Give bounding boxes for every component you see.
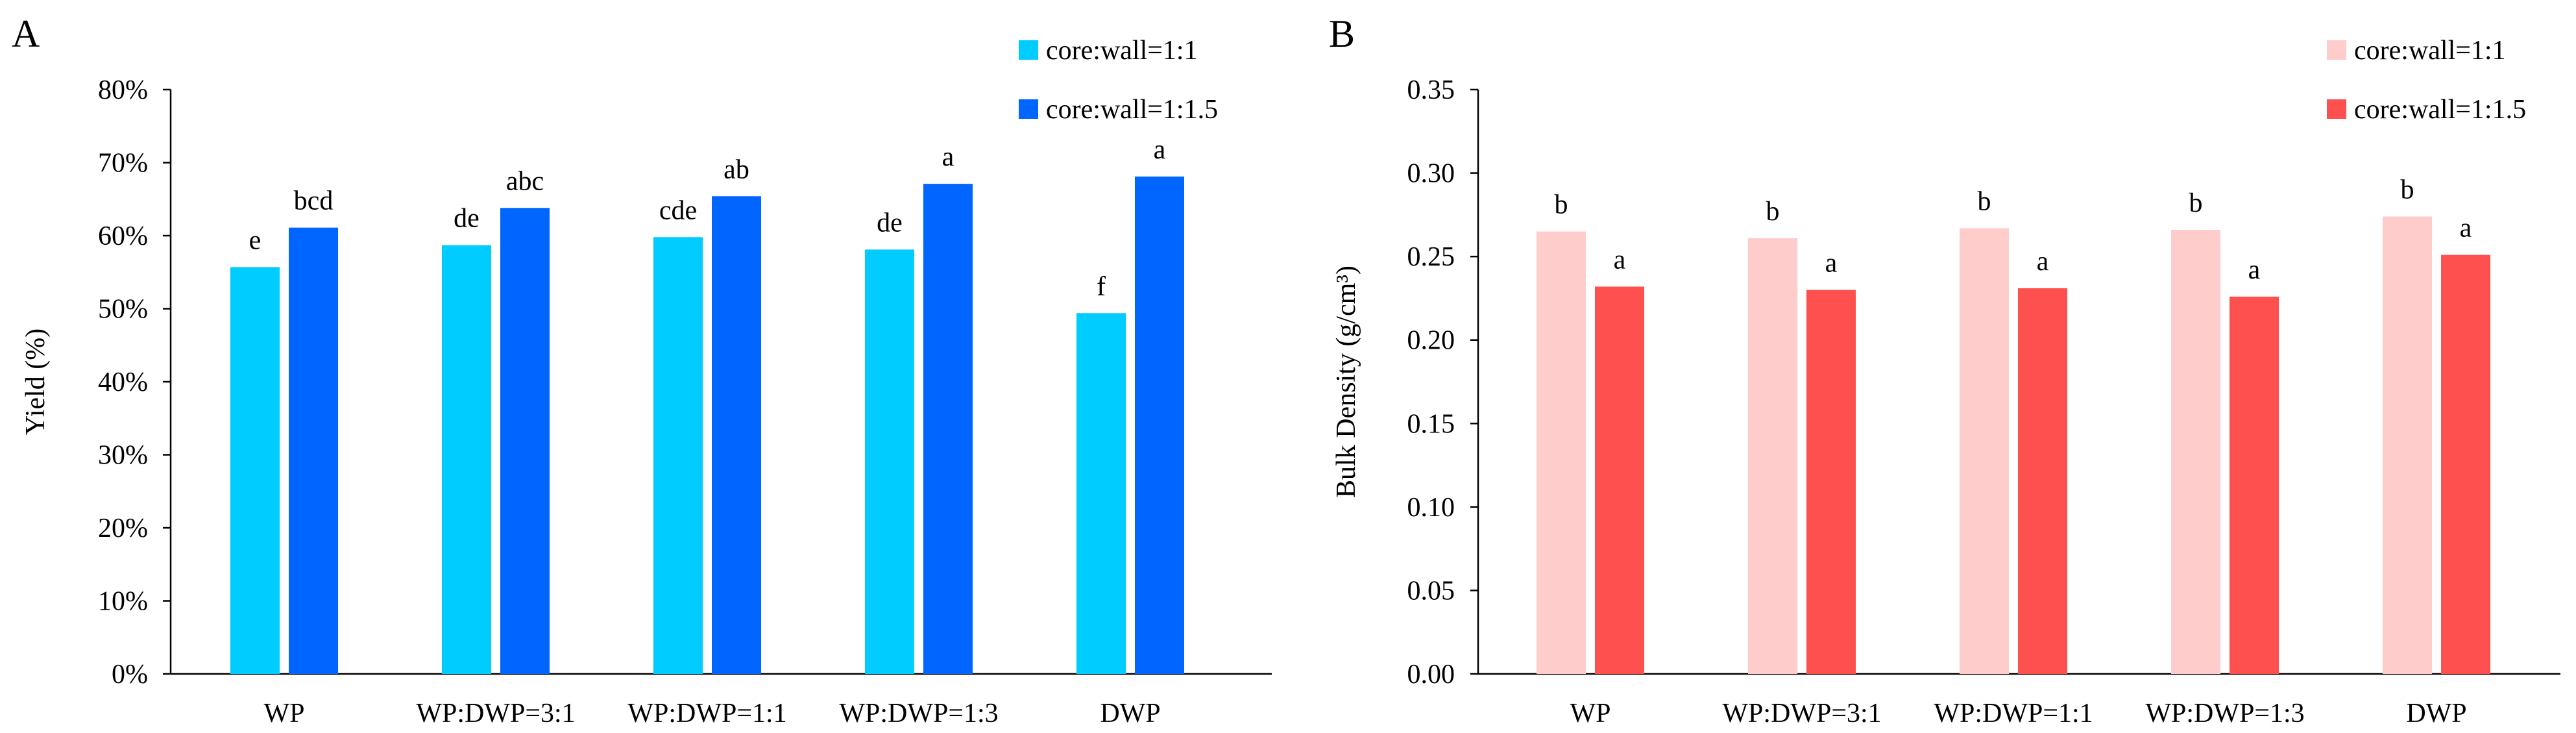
panel-b-significance-label: a (2460, 214, 2472, 243)
panel-a-y-tick-label: 40% (98, 367, 148, 397)
panel-b-y-tick-label: 0.05 (1407, 576, 1455, 606)
panel-a-significance-label: de (877, 208, 903, 238)
panel-b-y-tick-label: 0.10 (1407, 493, 1455, 523)
panel-a-legend-swatch (1019, 40, 1038, 60)
panel-a-y-tick-label: 80% (98, 75, 148, 105)
panel-b-bar-core-wall-1-1 (1960, 228, 2009, 674)
panel-b-label: B (1329, 12, 1355, 55)
panel-a-significance-label: abc (506, 166, 544, 196)
panel-a-bar-core-wall-1-1 (1076, 313, 1126, 674)
panel-b-bar-core-wall-1-1-5 (2018, 288, 2067, 674)
panel-a-legend-label: core:wall=1:1 (1046, 36, 1198, 66)
panel-a-bar-core-wall-1-1-5 (1135, 176, 1184, 674)
panel-b-legend-label: core:wall=1:1.5 (2354, 95, 2526, 125)
panel-b-significance-label: a (2037, 247, 2049, 277)
panel-a-significance-label: a (942, 142, 954, 172)
panel-a-bar-core-wall-1-1 (653, 237, 703, 674)
panel-b-significance-label: b (1978, 186, 1991, 216)
panel-b-significance-label: b (1555, 190, 1568, 220)
panel-b-y-tick-label: 0.35 (1407, 75, 1455, 105)
panel-a-significance-label: cde (659, 195, 697, 225)
panel-a-bar-core-wall-1-1-5 (923, 184, 973, 674)
panel-a-significance-label: e (249, 225, 261, 255)
panel-b-y-tick-label: 0.15 (1407, 409, 1455, 439)
panel-a-bar-core-wall-1-1 (442, 245, 491, 674)
panel-b-x-category-label: WP (1570, 699, 1611, 728)
panel-a-x-category-label: WP:DWP=1:1 (627, 699, 786, 728)
panel-a-y-tick-label: 0% (112, 660, 148, 690)
panel-a-x-category-label: WP (264, 699, 305, 728)
panel-b-significance-label: b (2401, 175, 2414, 205)
panel-a-x-category-label: DWP (1100, 699, 1160, 728)
panel-a-significance-label: f (1097, 271, 1106, 301)
panel-a-x-category-label: WP:DWP=3:1 (416, 699, 575, 728)
panel-b-significance-label: b (1766, 197, 1780, 227)
panel-b-y-tick-label: 0.30 (1407, 159, 1455, 189)
panel-b-bar-core-wall-1-1-5 (1595, 286, 1644, 674)
panel-b-legend-swatch (2327, 40, 2346, 60)
panel-b-significance-label: a (1825, 249, 1838, 279)
panel-a-y-tick-label: 20% (98, 514, 148, 543)
panel-a-x-category-label: WP:DWP=1:3 (839, 699, 998, 728)
panel-a-bar-core-wall-1-1 (865, 249, 914, 674)
panel-b-y-tick-label: 0.25 (1407, 242, 1455, 272)
panel-b-x-category-label: WP:DWP=1:3 (2145, 699, 2304, 728)
panel-a-bar-core-wall-1-1 (230, 267, 280, 674)
panel-b-legend-swatch (2327, 99, 2346, 119)
panel-b-significance-label: a (2248, 255, 2261, 285)
panel-a-y-tick-label: 30% (98, 441, 148, 471)
panel-a-label: A (12, 12, 40, 55)
panel-b-significance-label: a (1614, 245, 1626, 275)
panel-b-x-category-label: WP:DWP=3:1 (1722, 699, 1881, 728)
panel-b-bar-core-wall-1-1-5 (2441, 255, 2490, 675)
panel-a-y-axis-title: Yield (%) (21, 329, 51, 435)
panel-b-bar-core-wall-1-1 (2383, 216, 2432, 674)
panel-b-significance-label: b (2189, 188, 2203, 218)
panel-b-x-category-label: WP:DWP=1:1 (1934, 699, 2093, 728)
panel-b-bar-core-wall-1-1-5 (1806, 290, 1856, 675)
panel-b-bar-core-wall-1-1 (2171, 230, 2220, 674)
panel-b-y-axis-title: Bulk Density (g/cm³) (1331, 266, 1361, 498)
panel-a-bar-core-wall-1-1-5 (712, 196, 761, 674)
panel-b-bar-core-wall-1-1 (1748, 238, 1797, 674)
panel-b-x-category-label: DWP (2406, 699, 2466, 728)
panel-b-bar-core-wall-1-1-5 (2230, 296, 2279, 674)
panel-a-y-tick-label: 10% (98, 587, 148, 617)
panel-b-y-tick-label: 0.20 (1407, 326, 1455, 356)
panel-a-significance-label: a (1154, 135, 1166, 165)
panel-b-legend-label: core:wall=1:1 (2354, 36, 2506, 66)
panel-a-legend-label: core:wall=1:1.5 (1046, 95, 1218, 125)
panel-b-y-tick-label: 0.00 (1407, 660, 1455, 690)
panel-b-bar-core-wall-1-1 (1537, 231, 1586, 675)
panel-a-y-tick-label: 70% (98, 149, 148, 179)
panel-a-y-tick-label: 60% (98, 221, 148, 251)
panel-a-bar-core-wall-1-1-5 (500, 208, 550, 674)
panel-a-bar-core-wall-1-1-5 (289, 227, 338, 674)
panel-a-significance-label: de (454, 204, 480, 234)
panel-a-y-tick-label: 50% (98, 295, 148, 325)
panel-a-significance-label: bcd (294, 186, 334, 216)
panel-a-significance-label: ab (723, 155, 749, 184)
panel-a-legend-swatch (1019, 99, 1038, 119)
